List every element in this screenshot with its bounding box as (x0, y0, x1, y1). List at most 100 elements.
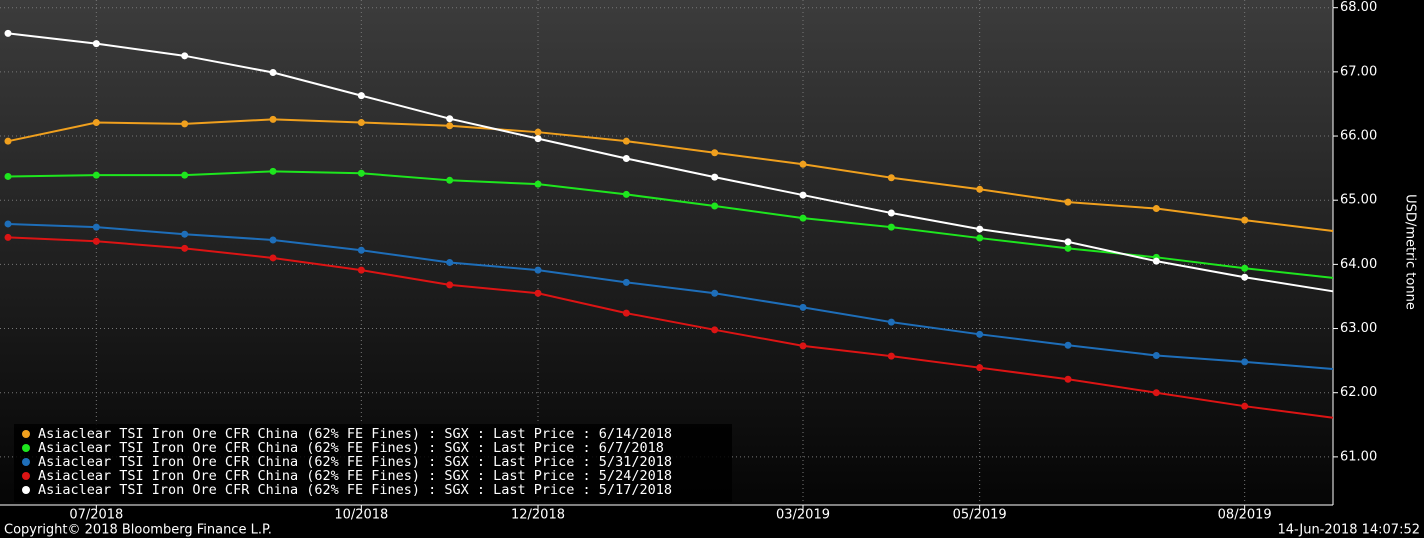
point (4, 172, 12, 180)
legend-marker (22, 486, 30, 494)
point (269, 254, 277, 262)
y-tick-label: 62.00 (1340, 385, 1377, 400)
point (269, 167, 277, 175)
point (534, 266, 542, 274)
point (446, 115, 454, 123)
point (92, 223, 100, 231)
series-line (7, 170, 1334, 279)
point (1064, 238, 1072, 246)
point (357, 266, 365, 274)
legend-marker (22, 472, 30, 480)
point (269, 115, 277, 123)
point (181, 52, 189, 60)
point (1152, 205, 1160, 213)
point (799, 214, 807, 222)
point (92, 237, 100, 245)
point (4, 29, 12, 37)
point (1241, 402, 1249, 410)
point (622, 278, 630, 286)
point (357, 169, 365, 177)
point (4, 137, 12, 145)
point (446, 258, 454, 266)
point (887, 174, 895, 182)
point (1241, 273, 1249, 281)
series-line (7, 32, 1334, 293)
point (887, 209, 895, 217)
y-tick-label: 67.00 (1340, 64, 1377, 79)
point (1064, 198, 1072, 206)
point (711, 326, 719, 334)
y-tick-label: 66.00 (1340, 129, 1377, 144)
point (534, 289, 542, 297)
point (622, 309, 630, 317)
point (269, 236, 277, 244)
point (92, 40, 100, 48)
legend-background (14, 424, 732, 502)
point (1241, 358, 1249, 366)
x-tick-label: 08/2019 (1218, 508, 1272, 523)
point (357, 246, 365, 254)
point (976, 234, 984, 242)
y-tick-label: 64.00 (1340, 257, 1377, 272)
point (92, 119, 100, 127)
legend-label: Asiaclear TSI Iron Ore CFR China (62% FE… (38, 468, 672, 484)
axis-background (1333, 0, 1424, 505)
legend-marker (22, 430, 30, 438)
point (887, 223, 895, 231)
point (622, 154, 630, 162)
point (622, 190, 630, 198)
point (1064, 341, 1072, 349)
point (799, 342, 807, 350)
legend-marker (22, 458, 30, 466)
point (711, 202, 719, 210)
point (92, 171, 100, 179)
point (4, 233, 12, 241)
grid (0, 0, 1333, 505)
point (711, 173, 719, 181)
point (887, 352, 895, 360)
point (976, 330, 984, 338)
x-tick-label: 07/2018 (69, 508, 123, 523)
y-tick-label: 65.00 (1340, 193, 1377, 208)
x-tick-label: 10/2018 (334, 508, 388, 523)
point (976, 364, 984, 372)
point (1241, 264, 1249, 272)
point (446, 281, 454, 289)
point (1064, 244, 1072, 252)
point (1064, 375, 1072, 383)
y-tick-label: 68.00 (1340, 0, 1377, 15)
legend-label: Asiaclear TSI Iron Ore CFR China (62% FE… (38, 440, 664, 456)
series-line (7, 118, 1334, 232)
point (269, 69, 277, 77)
point (181, 244, 189, 252)
point (446, 176, 454, 184)
point (1241, 216, 1249, 224)
x-tick-label: 05/2019 (953, 508, 1007, 523)
point (887, 318, 895, 326)
point (799, 303, 807, 311)
point (181, 120, 189, 128)
y-axis-label: USD/metric tonne (1403, 194, 1418, 310)
point (181, 171, 189, 179)
point (534, 180, 542, 188)
point (711, 289, 719, 297)
x-tick-label: 12/2018 (511, 508, 565, 523)
timestamp: 14-Jun-2018 14:07:52 (1277, 523, 1420, 538)
legend-marker (22, 444, 30, 452)
point (1152, 257, 1160, 265)
point (534, 135, 542, 143)
point (181, 230, 189, 238)
point (357, 92, 365, 100)
point (711, 149, 719, 157)
point (1152, 351, 1160, 359)
legend-label: Asiaclear TSI Iron Ore CFR China (62% FE… (38, 482, 672, 498)
y-tick-label: 61.00 (1340, 449, 1377, 464)
point (446, 122, 454, 130)
point (1152, 389, 1160, 397)
series-line (7, 236, 1334, 419)
legend-label: Asiaclear TSI Iron Ore CFR China (62% FE… (38, 454, 672, 470)
lines (4, 29, 1334, 419)
point (4, 220, 12, 228)
point (534, 128, 542, 136)
